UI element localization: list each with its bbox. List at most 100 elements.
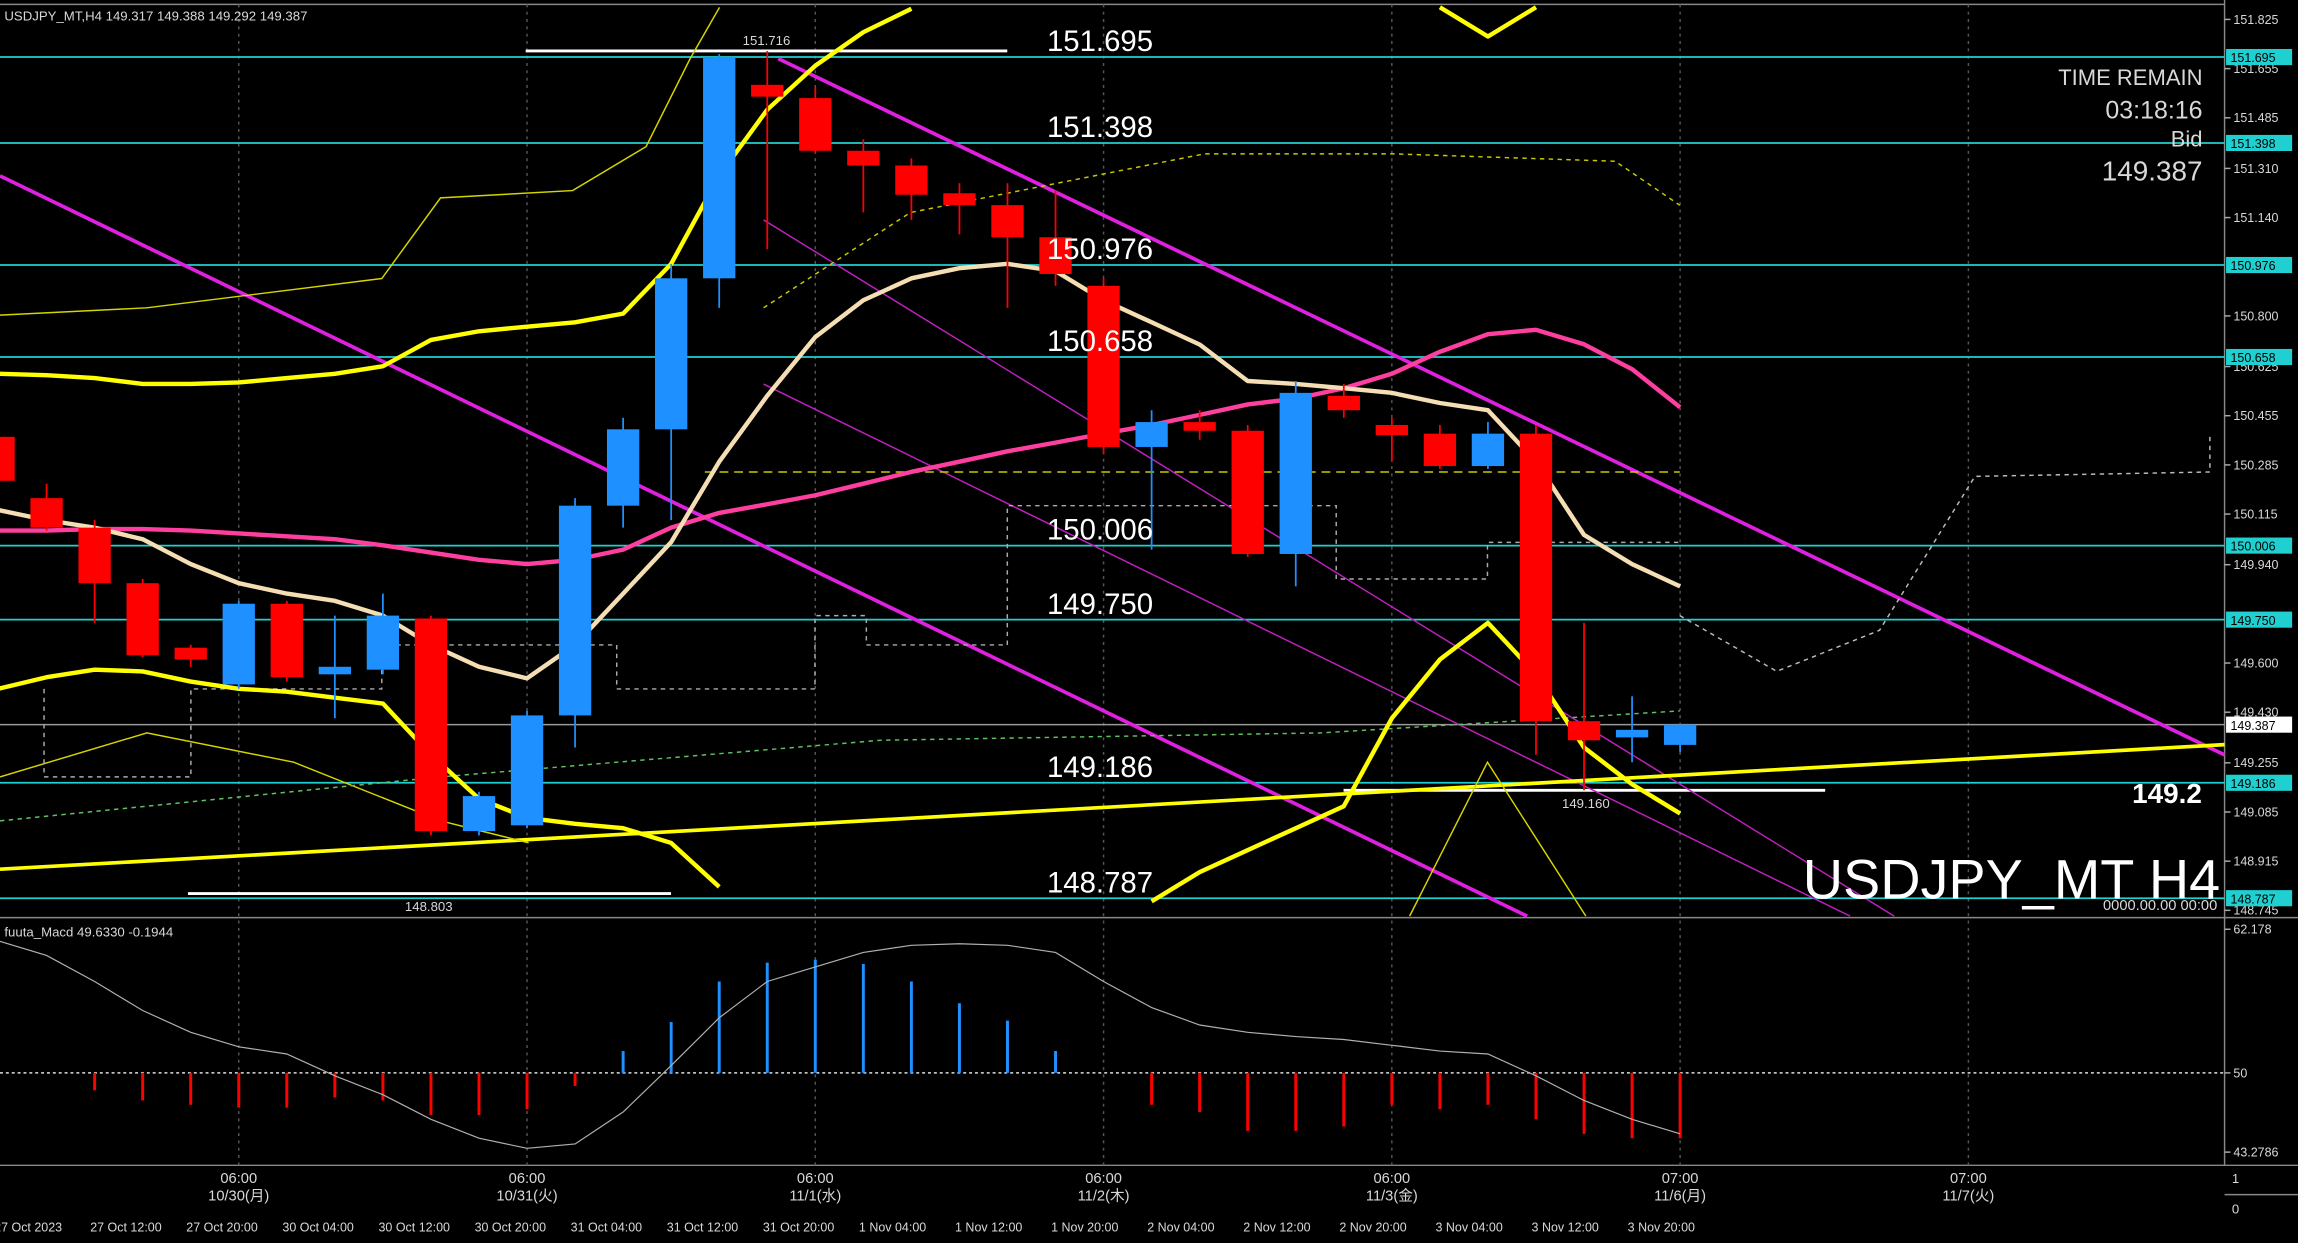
candle-body	[318, 666, 351, 675]
candle-body	[1327, 395, 1360, 411]
jst-time: 06:00	[1085, 1171, 1122, 1187]
candle-body	[174, 647, 207, 660]
candle-body	[1615, 729, 1649, 738]
candle-body	[1567, 721, 1601, 741]
x-tick-label: 2 Nov 12:00	[1243, 1220, 1310, 1234]
y-tick-label: 150.285	[2233, 458, 2278, 472]
x-tick-label: 1 Nov 12:00	[955, 1220, 1022, 1234]
y-tick-label: 151.825	[2233, 13, 2278, 27]
candle-body	[1279, 392, 1312, 554]
jst-date: 11/1(水)	[789, 1188, 841, 1205]
signal-line	[0, 940, 1681, 1149]
cloud-line	[43, 504, 1680, 778]
level-label: 151.695	[1047, 25, 1153, 58]
x-tick-label: 2 Nov 20:00	[1339, 1220, 1406, 1234]
jst-date: 11/7(火)	[1942, 1189, 1994, 1205]
level-label: 151.398	[1047, 111, 1153, 144]
trendline	[777, 56, 2226, 757]
candle-body	[799, 98, 832, 151]
y-tick-label: 150.800	[2233, 309, 2278, 323]
candle-body	[270, 603, 303, 678]
cloud-line	[1679, 436, 2211, 673]
jst-date: 10/31(火)	[496, 1189, 557, 1205]
x-tick-label: 30 Oct 12:00	[378, 1220, 450, 1234]
level-tag	[2226, 256, 2293, 274]
header: USDJPY_MT,H4 149.317 149.388 149.292 149…	[4, 9, 307, 24]
candle-body	[1471, 433, 1505, 467]
x-tick-label: 3 Nov 12:00	[1532, 1220, 1599, 1234]
level-label: 150.976	[1047, 233, 1153, 266]
candle-body	[558, 505, 592, 716]
candle-body	[1423, 433, 1457, 467]
level-tag-label: 149.186	[2230, 777, 2275, 791]
candle-body	[1135, 422, 1168, 447]
candle-body	[1231, 430, 1264, 554]
level-tag	[2226, 348, 2293, 366]
indicator-line	[0, 6, 913, 387]
clipped-price: 149.2	[2132, 778, 2202, 809]
y-tick-label: 50	[2233, 1066, 2247, 1080]
jst-time: 06:00	[509, 1171, 546, 1187]
trendline	[0, 174, 1528, 918]
candle-body	[414, 618, 448, 832]
candle-body	[943, 193, 976, 206]
candle-body	[78, 527, 111, 584]
level-label: 149.186	[1047, 751, 1153, 784]
candle-body	[991, 205, 1024, 238]
indicator-line	[1438, 5, 1538, 39]
candle-body	[1375, 424, 1408, 436]
candle-body	[462, 796, 496, 832]
candle-body	[1183, 422, 1216, 431]
x-tick-label: 27 Oct 12:00	[90, 1220, 162, 1234]
level-tag-label: 150.976	[2230, 259, 2275, 273]
candle-body	[510, 715, 544, 826]
jst-time: 06:00	[1373, 1171, 1410, 1187]
candle-body	[751, 84, 784, 97]
level-tag-label: 148.787	[2230, 892, 2275, 906]
labels-layer: USDJPY_MT,H4 149.317 149.388 149.292 149…	[0, 9, 2293, 1234]
level-tag	[2226, 890, 2293, 907]
y-tick-label: 148.915	[2233, 855, 2278, 869]
candle-body	[126, 583, 159, 656]
x-tick-label: 1 Nov 04:00	[859, 1220, 926, 1234]
band-line	[0, 6, 721, 316]
x-tick-label: 2 Nov 04:00	[1147, 1220, 1214, 1234]
candle-body	[222, 603, 255, 685]
level-tag-label: 149.750	[2230, 614, 2275, 628]
candle-body	[847, 150, 880, 166]
level-tag	[2226, 611, 2293, 628]
indicator-line	[0, 667, 721, 889]
candle-body	[30, 498, 63, 528]
pane-tick: 0	[2232, 1202, 2239, 1217]
extreme-label: 148.803	[405, 899, 453, 914]
y-tick-label: 151.140	[2233, 211, 2278, 225]
level-tag	[2226, 48, 2293, 66]
band-line	[1408, 760, 1587, 917]
y-tick-label: 149.085	[2233, 805, 2278, 819]
level-tag-label: 150.006	[2230, 540, 2275, 554]
level-label: 148.787	[1047, 866, 1153, 899]
x-tick-label: 27 Oct 20:00	[186, 1220, 258, 1234]
x-tick-label: 30 Oct 20:00	[475, 1220, 547, 1234]
candle-body	[1087, 285, 1120, 447]
jst-time: 06:00	[797, 1171, 834, 1187]
extreme-label: 151.716	[743, 33, 791, 48]
y-tick-label: 150.455	[2233, 409, 2278, 423]
candle-body	[1039, 237, 1072, 274]
x-tick-label: 27 Oct 2023	[0, 1220, 62, 1234]
y-tick-label: 149.255	[2233, 756, 2278, 770]
candle-body	[0, 436, 15, 481]
jst-date: 11/2(木)	[1078, 1188, 1130, 1205]
trendline	[763, 219, 1895, 917]
x-tick-label: 31 Oct 04:00	[571, 1220, 643, 1234]
candle-body	[1663, 724, 1697, 745]
x-tick-label: 31 Oct 12:00	[667, 1220, 739, 1234]
level-tag-label: 151.695	[2230, 51, 2275, 65]
marks-layer	[0, 5, 1697, 1149]
band-line	[0, 710, 1680, 822]
y-tick-label: 151.310	[2233, 162, 2278, 176]
x-tick-label: 31 Oct 20:00	[763, 1220, 835, 1234]
indicator-line	[0, 327, 1682, 567]
